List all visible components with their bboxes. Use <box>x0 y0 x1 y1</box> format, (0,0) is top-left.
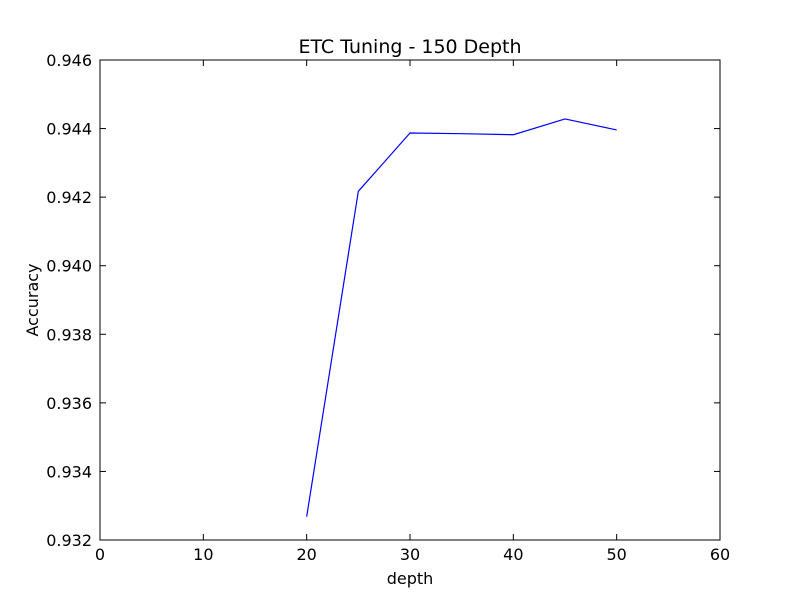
series-layer <box>306 118 617 517</box>
chart-title: ETC Tuning - 150 Depth <box>298 36 521 58</box>
y-tick-label: 0.944 <box>46 120 92 139</box>
plot-area-frame <box>99 59 721 541</box>
series-line <box>306 118 617 517</box>
y-axis-title: Accuracy <box>23 263 42 336</box>
y-tick-label: 0.940 <box>46 257 92 276</box>
x-axis-title: depth <box>387 569 434 588</box>
y-tick-label: 0.932 <box>46 531 92 550</box>
x-tick-label: 10 <box>193 545 213 564</box>
y-tick-label: 0.938 <box>46 325 92 344</box>
x-tick-label: 0 <box>95 545 105 564</box>
y-tick-label: 0.934 <box>46 462 92 481</box>
y-tick-label: 0.942 <box>46 188 92 207</box>
x-tick-label: 30 <box>400 545 420 564</box>
y-tick-label: 0.946 <box>46 51 92 70</box>
x-tick-label: 40 <box>503 545 523 564</box>
x-tick-label: 20 <box>296 545 316 564</box>
y-tick-label: 0.936 <box>46 394 92 413</box>
axis-ticks: 0 10 20 30 40 50 60 0.932 0.934 0.936 0.938 0.940 0.… <box>46 51 730 564</box>
x-tick-label: 50 <box>606 545 626 564</box>
x-tick-label: 60 <box>710 545 730 564</box>
